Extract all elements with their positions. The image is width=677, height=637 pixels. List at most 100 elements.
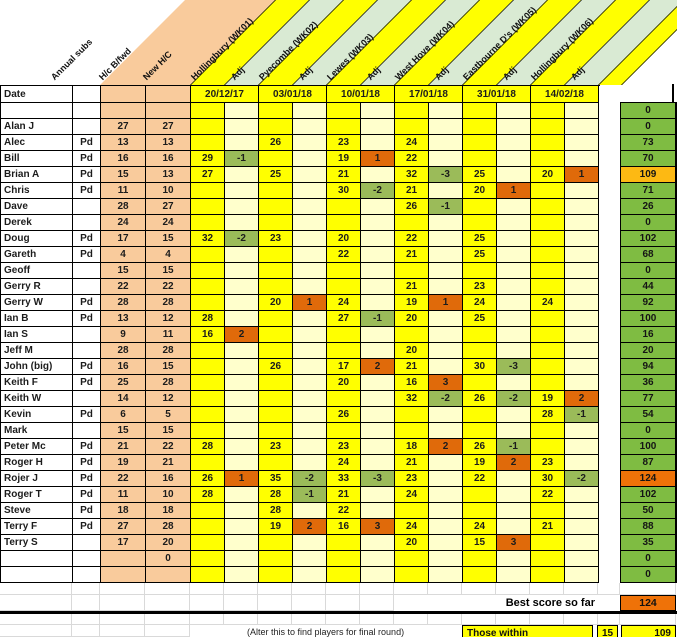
score-cell[interactable] (191, 567, 225, 583)
adj-cell[interactable] (293, 423, 327, 439)
score-cell[interactable] (531, 215, 565, 231)
total-cell[interactable]: 68 (621, 247, 675, 263)
paid-cell[interactable] (73, 391, 101, 407)
score-cell[interactable] (327, 535, 361, 551)
score-cell[interactable]: 19 (259, 519, 293, 535)
adj-cell[interactable] (497, 311, 531, 327)
hc-bfwd-cell[interactable]: 24 (101, 215, 146, 231)
adj-cell[interactable]: 3 (429, 375, 463, 391)
adj-cell[interactable] (293, 279, 327, 295)
footer-empty-cell[interactable] (190, 614, 224, 625)
adj-cell[interactable] (565, 247, 599, 263)
adj-cell[interactable] (565, 311, 599, 327)
adj-cell[interactable] (565, 423, 599, 439)
score-cell[interactable]: 17 (327, 359, 361, 375)
new-hc-cell[interactable]: 4 (146, 247, 191, 263)
total-cell[interactable]: 54 (621, 407, 675, 423)
footer-empty-cell[interactable] (258, 614, 292, 625)
paid-cell[interactable]: Pd (73, 135, 101, 151)
adj-cell[interactable] (497, 551, 531, 567)
total-cell[interactable]: 35 (621, 535, 675, 551)
score-cell[interactable] (395, 327, 429, 343)
footer-empty-cell[interactable] (145, 614, 190, 625)
hc-bfwd-cell[interactable]: 15 (101, 423, 146, 439)
score-cell[interactable]: 20 (327, 231, 361, 247)
adj-cell[interactable]: 1 (361, 151, 395, 167)
adj-cell[interactable] (361, 167, 395, 183)
adj-cell[interactable]: -1 (565, 407, 599, 423)
paid-cell[interactable]: Pd (73, 519, 101, 535)
new-hc-cell[interactable]: 22 (146, 279, 191, 295)
adj-cell[interactable] (429, 455, 463, 471)
player-name-cell[interactable]: Roger H (1, 455, 73, 471)
score-cell[interactable]: 20 (259, 295, 293, 311)
footer-empty-cell[interactable] (0, 614, 72, 625)
adj-cell[interactable]: 2 (497, 455, 531, 471)
score-cell[interactable] (259, 263, 293, 279)
score-cell[interactable]: 22 (395, 231, 429, 247)
adj-cell[interactable] (565, 231, 599, 247)
adj-cell[interactable] (565, 183, 599, 199)
total-cell[interactable]: 100 (621, 439, 675, 455)
score-cell[interactable] (259, 551, 293, 567)
adj-cell[interactable] (361, 535, 395, 551)
adj-cell[interactable] (293, 151, 327, 167)
adj-cell[interactable] (565, 535, 599, 551)
player-name-cell[interactable]: Alec (1, 135, 73, 151)
score-cell[interactable] (531, 231, 565, 247)
player-name-cell[interactable]: Doug (1, 231, 73, 247)
adj-cell[interactable] (429, 231, 463, 247)
score-cell[interactable]: 25 (463, 311, 497, 327)
score-cell[interactable] (395, 263, 429, 279)
total-cell[interactable]: 20 (621, 343, 675, 359)
score-cell[interactable]: 28 (531, 407, 565, 423)
adj-cell[interactable] (497, 279, 531, 295)
score-cell[interactable] (259, 375, 293, 391)
footer-empty-cell[interactable] (72, 614, 100, 625)
adj-cell[interactable] (429, 359, 463, 375)
footer-empty-cell[interactable] (190, 595, 224, 611)
score-cell[interactable] (463, 567, 497, 583)
total-cell[interactable]: 26 (621, 199, 675, 215)
paid-cell[interactable]: Pd (73, 295, 101, 311)
adj-cell[interactable]: -1 (497, 439, 531, 455)
score-cell[interactable] (191, 215, 225, 231)
adj-cell[interactable] (293, 551, 327, 567)
adj-cell[interactable] (565, 439, 599, 455)
player-name-cell[interactable]: Dave (1, 199, 73, 215)
hc-bfwd-cell[interactable] (101, 103, 146, 119)
footer-empty-cell[interactable] (462, 614, 496, 625)
paid-cell[interactable]: Pd (73, 487, 101, 503)
score-cell[interactable] (259, 327, 293, 343)
score-cell[interactable]: 24 (395, 135, 429, 151)
score-cell[interactable]: 30 (531, 471, 565, 487)
score-cell[interactable]: 20 (531, 167, 565, 183)
footer-empty-cell[interactable] (0, 583, 72, 595)
adj-cell[interactable] (225, 375, 259, 391)
adj-cell[interactable] (429, 471, 463, 487)
paid-cell[interactable]: Pd (73, 151, 101, 167)
adj-cell[interactable] (565, 487, 599, 503)
hc-bfwd-cell[interactable]: 28 (101, 295, 146, 311)
score-cell[interactable] (463, 407, 497, 423)
player-name-cell[interactable]: Ian S (1, 327, 73, 343)
player-name-cell[interactable]: Rojer J (1, 471, 73, 487)
adj-cell[interactable] (225, 439, 259, 455)
adj-cell[interactable] (293, 455, 327, 471)
adj-cell[interactable]: -3 (361, 471, 395, 487)
adj-cell[interactable] (293, 375, 327, 391)
adj-cell[interactable] (225, 311, 259, 327)
hc-bfwd-cell[interactable]: 6 (101, 407, 146, 423)
adj-cell[interactable] (565, 327, 599, 343)
footer-empty-cell[interactable] (145, 595, 190, 611)
adj-cell[interactable] (225, 215, 259, 231)
score-cell[interactable]: 24 (395, 487, 429, 503)
adj-cell[interactable] (361, 215, 395, 231)
score-cell[interactable] (463, 423, 497, 439)
adj-cell[interactable] (565, 551, 599, 567)
adj-cell[interactable] (565, 519, 599, 535)
score-cell[interactable] (259, 535, 293, 551)
score-cell[interactable]: 21 (327, 487, 361, 503)
adj-cell[interactable] (293, 567, 327, 583)
score-cell[interactable] (463, 199, 497, 215)
